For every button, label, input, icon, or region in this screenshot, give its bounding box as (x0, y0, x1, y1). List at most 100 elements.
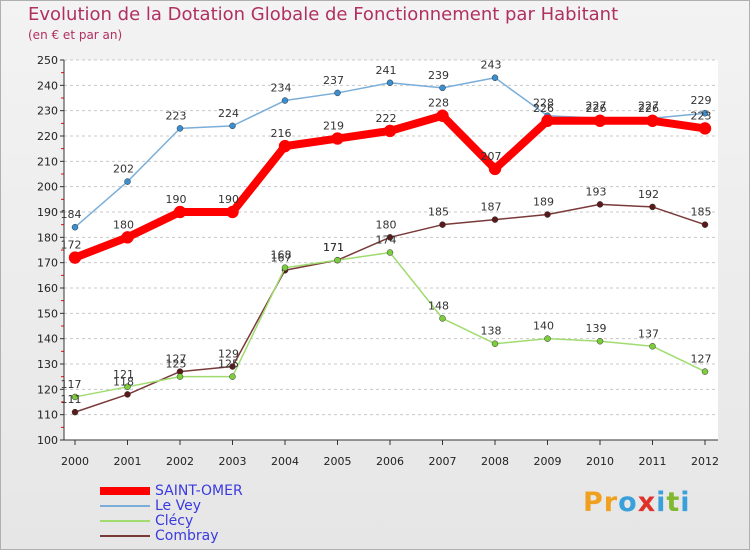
y-tick-label: 150 (37, 307, 58, 320)
label-layer: 172 180 190 190 216 219 222 228 207 226 226 226 223 1… (61, 59, 712, 406)
data-label-saint-omer: 190 (166, 193, 187, 206)
x-tick-label: 2009 (534, 455, 562, 468)
y-tick-label: 240 (37, 79, 58, 92)
data-label-saint-omer: 222 (376, 112, 397, 125)
data-point-saint-omer (68, 251, 82, 264)
x-tick-label: 2006 (376, 455, 404, 468)
x-tick-label: 2012 (691, 455, 719, 468)
data-label-combray: 129 (218, 348, 239, 361)
data-point-clecy (596, 337, 604, 345)
data-point-saint-omer (383, 124, 397, 138)
x-tick-label: 2003 (219, 455, 247, 468)
chart-subtitle: (en € et par an) (28, 28, 123, 42)
data-label-clecy: 148 (428, 299, 449, 312)
data-label-le-vey: 228 (533, 97, 554, 110)
data-point-saint-omer (173, 205, 187, 219)
legend-label-clecy: Clécy (155, 513, 194, 529)
data-label-clecy: 138 (481, 325, 502, 338)
data-label-le-vey: 227 (638, 99, 659, 112)
legend-label-combray: Combray (155, 528, 219, 544)
data-label-saint-omer: 180 (113, 218, 134, 231)
chart-title: Evolution de la Dotation Globale de Fonc… (28, 4, 619, 25)
data-point-combray (491, 216, 499, 223)
data-point-le-vey (439, 84, 446, 92)
data-label-saint-omer: 223 (691, 109, 712, 122)
logo-letter: i (656, 487, 667, 518)
legend-item-saint-omer: SAINT-OMER (100, 484, 360, 499)
legend-item-combray: Combray (100, 529, 360, 544)
data-label-combray: 189 (533, 196, 554, 209)
x-tick-label: 2010 (586, 455, 614, 468)
data-label-le-vey: 237 (323, 74, 344, 87)
legend-item-clecy: Clécy (100, 514, 360, 529)
data-point-le-vey (334, 89, 341, 97)
y-tick-label: 250 (37, 54, 58, 67)
legend-label-saint-omer: SAINT-OMER (155, 483, 243, 499)
data-point-clecy (124, 383, 131, 391)
y-tick-label: 200 (37, 181, 58, 194)
data-label-saint-omer: 190 (218, 193, 239, 206)
x-tick-label: 2011 (639, 455, 667, 468)
data-label-clecy: 168 (271, 249, 292, 262)
data-label-le-vey: 229 (691, 94, 712, 107)
proxiti-logo: Proxiti (583, 487, 691, 518)
y-tick-label: 190 (37, 206, 58, 219)
y-tick-label: 120 (37, 383, 58, 396)
data-label-combray: 167 (271, 251, 292, 264)
data-label-saint-omer: 207 (481, 150, 502, 163)
series-layer (68, 74, 712, 416)
data-point-combray (71, 408, 79, 416)
data-point-le-vey (281, 97, 289, 104)
data-label-combray: 193 (586, 185, 607, 198)
logo-letter: t (666, 487, 681, 518)
data-label-combray: 185 (428, 206, 449, 219)
data-point-saint-omer (593, 114, 607, 128)
data-point-saint-omer (488, 162, 502, 176)
x-tick-label: 2005 (324, 455, 352, 468)
data-label-clecy: 125 (166, 358, 187, 371)
x-tick-label: 2007 (429, 455, 457, 468)
y-tick-label: 100 (37, 434, 58, 447)
legend-swatch-clecy (100, 520, 150, 522)
data-point-le-vey (701, 109, 709, 117)
y-tick-label: 110 (37, 409, 58, 422)
data-label-combray: 180 (376, 218, 397, 231)
data-label-le-vey: 184 (61, 208, 82, 221)
data-point-saint-omer (278, 139, 292, 153)
data-point-clecy (439, 315, 446, 322)
data-point-le-vey (386, 79, 394, 87)
y-tick-label: 160 (37, 282, 58, 295)
data-label-combray: 171 (323, 241, 344, 254)
data-point-combray (649, 203, 656, 211)
data-label-clecy: 140 (533, 320, 554, 333)
data-label-le-vey: 234 (271, 82, 292, 95)
data-label-combray: 118 (113, 375, 134, 388)
data-point-clecy (491, 340, 499, 347)
legend-item-le-vey: Le Vey (100, 499, 360, 514)
x-tick-label: 2002 (166, 455, 194, 468)
data-label-saint-omer: 172 (61, 239, 82, 252)
data-point-le-vey (124, 178, 131, 185)
data-point-combray (701, 221, 709, 228)
data-point-combray (544, 211, 551, 218)
logo-letter: r (603, 487, 619, 518)
data-point-combray (229, 363, 236, 370)
data-point-clecy (649, 343, 656, 350)
data-point-saint-omer (541, 114, 554, 128)
y-tick-label: 180 (37, 231, 58, 244)
y-tick-label: 230 (37, 105, 58, 118)
data-point-saint-omer (698, 122, 712, 135)
data-label-clecy: 137 (638, 327, 659, 340)
data-point-le-vey (71, 223, 79, 231)
data-label-combray: 187 (481, 201, 502, 214)
legend-swatch-saint-omer (100, 487, 150, 495)
data-point-saint-omer (436, 109, 449, 122)
data-point-clecy (334, 256, 341, 264)
y-tick-label: 130 (37, 358, 58, 371)
data-label-saint-omer: 219 (323, 120, 344, 133)
data-label-combray: 127 (166, 353, 187, 366)
y-tick-label: 140 (37, 333, 58, 346)
data-point-combray (439, 221, 446, 228)
data-point-saint-omer (121, 231, 134, 244)
